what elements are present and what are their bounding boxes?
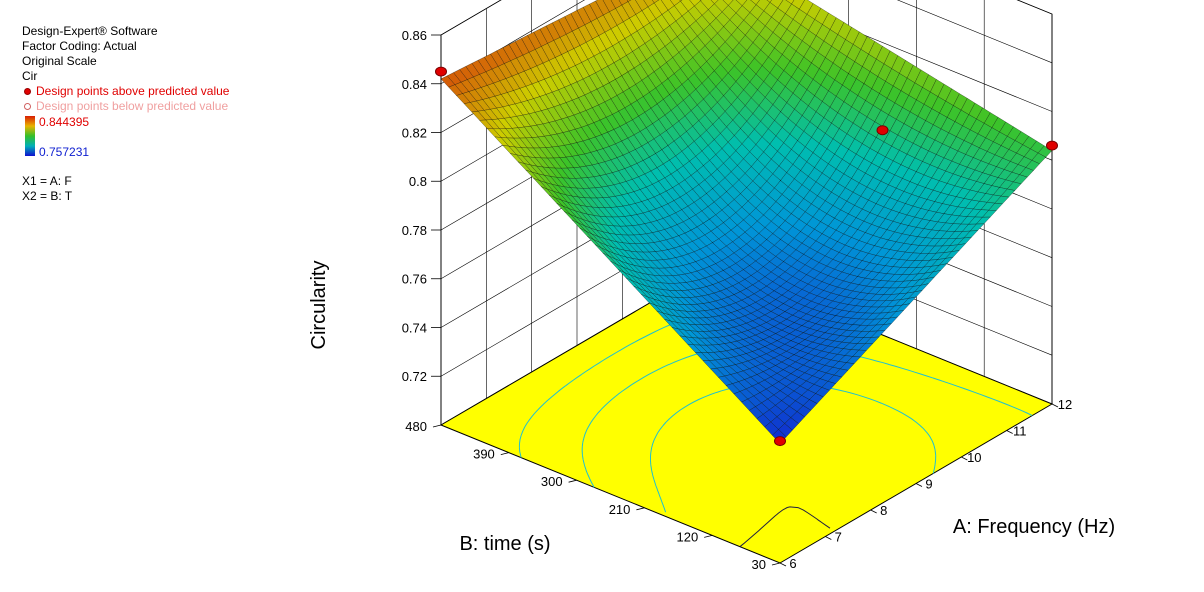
design-point bbox=[435, 66, 447, 77]
x-tick-label: 12 bbox=[1058, 397, 1072, 412]
design-point bbox=[876, 125, 889, 136]
y-tick-mark bbox=[704, 535, 713, 538]
legend-above-entry: Design points above predicted value bbox=[22, 84, 229, 99]
y-tick-label: 210 bbox=[609, 502, 631, 517]
x-tick-mark bbox=[1051, 403, 1059, 408]
design-points bbox=[435, 66, 1058, 447]
colorbar-max-label: 0.844395 bbox=[39, 115, 90, 129]
surface-cell bbox=[710, 0, 719, 5]
legend-above-label: Design points above predicted value bbox=[36, 84, 230, 98]
z-axis-title: Circularity bbox=[308, 261, 330, 350]
factor-x1-label: X1 = A: F bbox=[22, 174, 72, 188]
x-tick-mark bbox=[915, 483, 923, 487]
design-point bbox=[774, 436, 786, 447]
factor-x2-label: X2 = B: T bbox=[22, 189, 73, 203]
x-tick-label: 7 bbox=[835, 530, 842, 545]
above-point-icon bbox=[24, 87, 31, 95]
z-tick-label: 0.74 bbox=[402, 321, 427, 336]
legend-below-entry: Design points below predicted value bbox=[22, 99, 229, 114]
y-tick-mark bbox=[568, 479, 577, 483]
y-tick-mark bbox=[636, 507, 645, 511]
y-tick-label: 30 bbox=[752, 557, 766, 572]
y-tick-mark bbox=[771, 562, 781, 566]
y-axis-title: B: time (s) bbox=[459, 533, 550, 555]
legend-below-label: Design points below predicted value bbox=[36, 99, 229, 113]
z-tick-label: 0.72 bbox=[402, 369, 427, 384]
z-tick-label: 0.86 bbox=[402, 28, 427, 43]
contour-line bbox=[739, 506, 831, 548]
x-tick-label: 9 bbox=[925, 477, 932, 492]
axis-ticks: 0.72 0.74 0.76 0.78 0.8 0.82 0.84 0.86 6 7 8 9 10 11 1… bbox=[402, 28, 1073, 572]
y-tick-label: 300 bbox=[541, 474, 563, 489]
z-tick-label: 0.84 bbox=[402, 77, 427, 92]
x-tick-label: 11 bbox=[1013, 424, 1027, 439]
design-point bbox=[1046, 140, 1058, 151]
y-tick-mark bbox=[432, 424, 442, 428]
y-tick-label: 390 bbox=[473, 447, 495, 462]
colorbar-min-label: 0.757231 bbox=[39, 145, 90, 159]
legend-scale: Original Scale bbox=[22, 54, 97, 68]
x-tick-mark bbox=[870, 509, 877, 514]
surface-cell bbox=[766, 0, 772, 3]
z-tick-label: 0.76 bbox=[402, 272, 427, 287]
y-tick-label: 480 bbox=[405, 419, 427, 434]
x-tick-label: 6 bbox=[789, 556, 796, 571]
colorbar bbox=[25, 116, 35, 156]
x-tick-mark bbox=[1006, 430, 1013, 434]
y-tick-mark bbox=[500, 452, 509, 455]
below-point-icon bbox=[24, 102, 31, 110]
legend-software: Design-Expert® Software bbox=[22, 24, 158, 38]
legend-response: Cir bbox=[22, 69, 38, 83]
x-tick-mark bbox=[779, 562, 787, 567]
x-tick-mark bbox=[825, 536, 832, 540]
legend-coding: Factor Coding: Actual bbox=[22, 39, 137, 53]
response-surface bbox=[440, 0, 1053, 444]
z-tick-label: 0.82 bbox=[402, 126, 427, 141]
x-tick-label: 8 bbox=[880, 503, 887, 518]
y-tick-label: 120 bbox=[676, 529, 698, 544]
z-tick-label: 0.78 bbox=[402, 223, 427, 238]
x-tick-label: 10 bbox=[967, 450, 981, 465]
z-tick-label: 0.8 bbox=[409, 174, 427, 189]
x-tick-mark bbox=[961, 456, 968, 461]
legend: Design-Expert® Software Factor Coding: A… bbox=[22, 24, 229, 114]
x-axis-title: A: Frequency (Hz) bbox=[953, 516, 1115, 538]
